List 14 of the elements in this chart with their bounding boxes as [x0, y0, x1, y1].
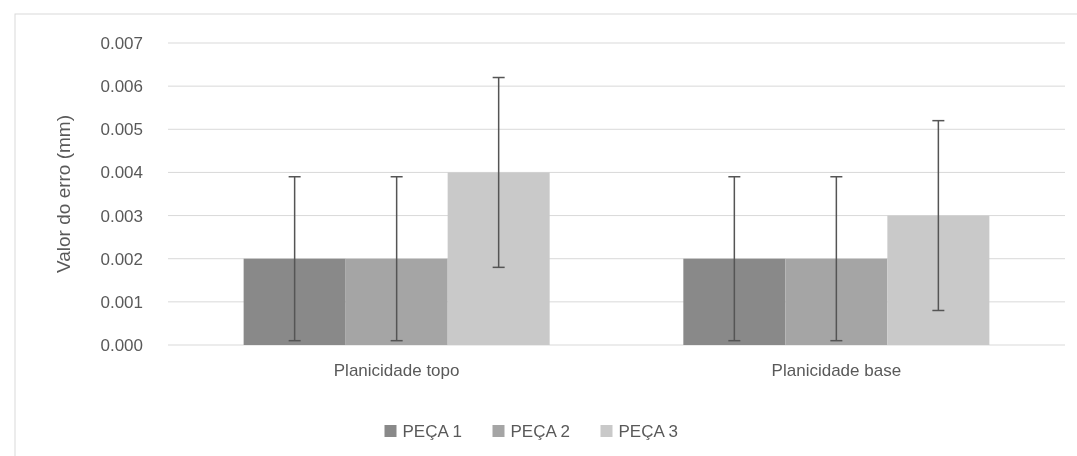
y-tick-label: 0.007	[100, 33, 143, 53]
y-tick-label: 0.002	[100, 249, 143, 269]
legend-label: PEÇA 1	[402, 421, 463, 441]
y-tick-label: 0.000	[100, 335, 143, 355]
y-axis-title: Valor do erro (mm)	[53, 114, 74, 274]
legend-label: PEÇA 2	[510, 421, 571, 441]
y-tick-label: 0.006	[100, 77, 143, 97]
y-tick-label: 0.003	[100, 206, 143, 226]
y-tick-label: 0.005	[100, 120, 143, 140]
legend-label: PEÇA 3	[618, 421, 679, 441]
x-tick-label: Planicidade topo	[333, 361, 460, 380]
x-tick-label: Planicidade base	[771, 361, 902, 380]
y-tick-label: 0.004	[100, 163, 143, 183]
y-tick-label: 0.001	[100, 292, 143, 312]
